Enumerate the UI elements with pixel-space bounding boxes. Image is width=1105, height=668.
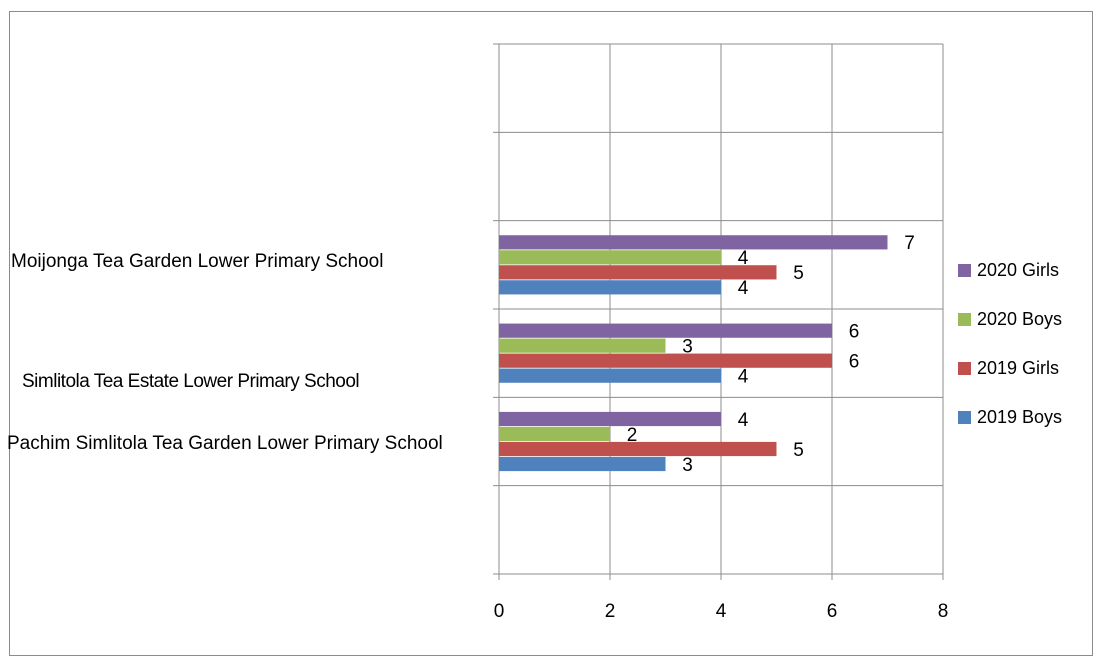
- bar: [499, 441, 777, 457]
- bar: [499, 265, 777, 280]
- legend-swatch: [958, 313, 971, 326]
- data-label: 4: [738, 410, 749, 431]
- data-label: 6: [849, 352, 860, 373]
- x-tick-label: 2: [605, 601, 616, 622]
- bar: [499, 338, 666, 353]
- data-label: 3: [682, 337, 693, 358]
- data-label: 4: [738, 367, 749, 388]
- bar: [499, 411, 721, 427]
- legend-item-2019-girls: 2019 Girls: [958, 356, 1062, 381]
- legend-item-2019-boys: 2019 Boys: [958, 405, 1062, 430]
- legend-swatch: [958, 411, 971, 424]
- legend-label: 2020 Girls: [977, 260, 1060, 280]
- data-label: 6: [849, 322, 860, 343]
- bar: [499, 426, 610, 442]
- legend-label: 2020 Boys: [977, 309, 1063, 329]
- data-label: 2: [627, 425, 638, 446]
- category-label-pachim: Pachim Simlitola Tea Garden Lower Primar…: [7, 433, 443, 454]
- legend-swatch: [958, 362, 971, 375]
- x-tick-label: 0: [494, 601, 505, 622]
- data-label: 5: [793, 263, 804, 284]
- x-tick-label: 4: [716, 601, 727, 622]
- category-label-moijonga: Moijonga Tea Garden Lower Primary School: [11, 251, 384, 272]
- category-label-simlitola: Simlitola Tea Estate Lower Primary Schoo…: [22, 371, 360, 392]
- legend-label: 2019 Boys: [977, 407, 1063, 427]
- data-label: 3: [682, 455, 693, 476]
- chart-frame: [9, 11, 1093, 656]
- legend-label: 2019 Girls: [977, 358, 1060, 378]
- bar: [499, 323, 832, 338]
- bar: [499, 368, 721, 383]
- bar: [499, 353, 832, 368]
- bar: [499, 280, 721, 295]
- legend-item-2020-boys: 2020 Boys: [958, 307, 1062, 332]
- legend-swatch: [958, 264, 971, 277]
- data-label: 5: [793, 440, 804, 461]
- bar: [499, 456, 666, 472]
- legend-item-2020-girls: 2020 Girls: [958, 258, 1062, 283]
- bar: [499, 250, 721, 265]
- legend: 2020 Girls 2020 Boys 2019 Girls 2019 Boy…: [958, 258, 1062, 454]
- bar: [499, 235, 888, 250]
- x-tick-label: 6: [827, 601, 838, 622]
- data-label: 4: [738, 248, 749, 269]
- data-label: 7: [904, 233, 915, 254]
- data-label: 4: [738, 278, 749, 299]
- x-tick-label: 8: [938, 601, 949, 622]
